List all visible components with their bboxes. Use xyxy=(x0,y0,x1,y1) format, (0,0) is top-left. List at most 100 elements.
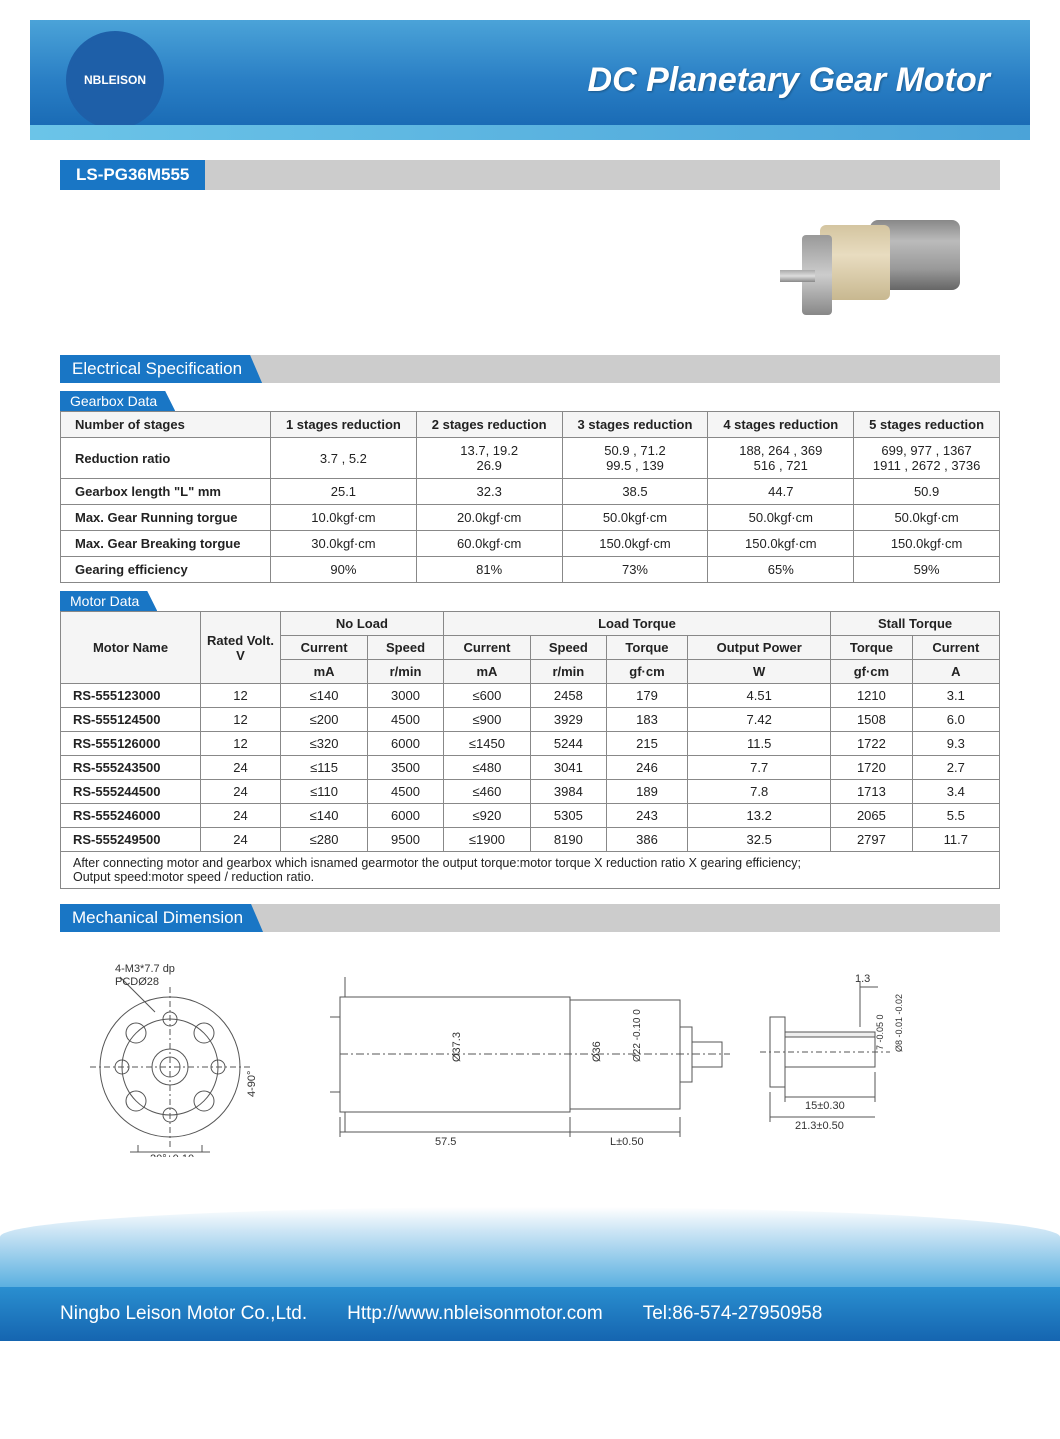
table-header: Current xyxy=(443,636,530,660)
table-row: RS-55512600012≤3206000≤1450524421511.517… xyxy=(61,732,1000,756)
table-cell: 4.51 xyxy=(688,684,831,708)
table-cell: 12 xyxy=(201,684,281,708)
table-header: No Load xyxy=(281,612,444,636)
table-header: Output Power xyxy=(688,636,831,660)
table-cell: 7.7 xyxy=(688,756,831,780)
table-cell: 246 xyxy=(606,756,688,780)
motor-render-icon xyxy=(780,210,960,330)
table-cell: 1713 xyxy=(831,780,913,804)
product-code: LS-PG36M555 xyxy=(60,160,205,190)
table-cell: RS-555126000 xyxy=(61,732,201,756)
table-cell: 9500 xyxy=(368,828,444,852)
front-view-diagram: 4-M3*7.7 dp PCDØ28 20°±0.10 4-90° xyxy=(60,957,280,1157)
table-cell: 13.7, 19.226.9 xyxy=(416,438,562,479)
table-cell: 3.1 xyxy=(912,684,999,708)
dim-label: 20°±0.10 xyxy=(150,1153,194,1157)
table-header: Load Torque xyxy=(443,612,830,636)
table-row: Max. Gear Breaking torgue30.0kgf·cm60.0k… xyxy=(61,531,1000,557)
table-cell: 1210 xyxy=(831,684,913,708)
table-cell: 13.2 xyxy=(688,804,831,828)
table-cell: 10.0kgf·cm xyxy=(271,505,417,531)
motor-data-label: Motor Data xyxy=(60,591,157,611)
table-cell: Gearbox length "L" mm xyxy=(61,479,271,505)
footer-url: Http://www.nbleisonmotor.com xyxy=(347,1303,603,1325)
table-cell: 20.0kgf·cm xyxy=(416,505,562,531)
table-header: 5 stages reduction xyxy=(854,412,1000,438)
table-header: r/min xyxy=(531,660,607,684)
table-cell: 24 xyxy=(201,780,281,804)
table-cell: 3.4 xyxy=(912,780,999,804)
table-cell: ≤1450 xyxy=(443,732,530,756)
table-header: 3 stages reduction xyxy=(562,412,708,438)
section-mechanical-label: Mechanical Dimension xyxy=(60,904,263,932)
side-view-diagram: Ø37.3 57.5 Ø36 Ø22 -0.10 0 L±0.50 xyxy=(310,957,730,1157)
table-cell: 3.7 , 5.2 xyxy=(271,438,417,479)
dim-label: 7 -0.05 0 xyxy=(875,1014,885,1050)
table-cell: 3984 xyxy=(531,780,607,804)
table-cell: 2458 xyxy=(531,684,607,708)
table-header: Torque xyxy=(831,636,913,660)
table-cell: 243 xyxy=(606,804,688,828)
table-cell: Reduction ratio xyxy=(61,438,271,479)
table-cell: ≤480 xyxy=(443,756,530,780)
table-cell: 81% xyxy=(416,557,562,583)
table-row: RS-55524950024≤2809500≤1900819038632.527… xyxy=(61,828,1000,852)
table-cell: 1722 xyxy=(831,732,913,756)
table-cell: 7.42 xyxy=(688,708,831,732)
table-cell: 59% xyxy=(854,557,1000,583)
table-cell: 7.8 xyxy=(688,780,831,804)
table-cell: 11.5 xyxy=(688,732,831,756)
section-electrical: Electrical Specification xyxy=(60,355,1000,383)
table-cell: 1508 xyxy=(831,708,913,732)
table-cell: 50.0kgf·cm xyxy=(854,505,1000,531)
footer-company: Ningbo Leison Motor Co.,Ltd. xyxy=(60,1303,307,1325)
table-cell: Max. Gear Running torgue xyxy=(61,505,271,531)
table-header: 2 stages reduction xyxy=(416,412,562,438)
table-cell: 4500 xyxy=(368,708,444,732)
gearbox-data-label: Gearbox Data xyxy=(60,391,175,411)
table-cell: 32.3 xyxy=(416,479,562,505)
dim-label: 1.3 xyxy=(855,973,870,985)
table-cell: 2797 xyxy=(831,828,913,852)
company-logo: NBLEISON xyxy=(70,35,160,125)
dim-label: 4-M3*7.7 dp xyxy=(115,963,175,975)
table-cell: 30.0kgf·cm xyxy=(271,531,417,557)
table-cell: 50.9 , 71.299.5 , 139 xyxy=(562,438,708,479)
dim-label: Ø8 -0.01 -0.02 xyxy=(894,994,904,1052)
table-cell: 189 xyxy=(606,780,688,804)
table-cell: 24 xyxy=(201,828,281,852)
table-header: Torque xyxy=(606,636,688,660)
table-cell: ≤200 xyxy=(281,708,368,732)
product-code-bar: LS-PG36M555 xyxy=(60,160,1000,190)
table-cell: ≤600 xyxy=(443,684,530,708)
table-cell: 9.3 xyxy=(912,732,999,756)
table-cell: 5.5 xyxy=(912,804,999,828)
table-cell: RS-555244500 xyxy=(61,780,201,804)
table-header: Stall Torque xyxy=(831,612,1000,636)
table-row: RS-55512300012≤1403000≤60024581794.51121… xyxy=(61,684,1000,708)
table-cell: 65% xyxy=(708,557,854,583)
table-cell: 699, 977 , 13671911 , 2672 , 3736 xyxy=(854,438,1000,479)
table-cell: 1720 xyxy=(831,756,913,780)
table-cell: 6000 xyxy=(368,804,444,828)
table-cell: 73% xyxy=(562,557,708,583)
table-cell: 5244 xyxy=(531,732,607,756)
table-cell: Max. Gear Breaking torgue xyxy=(61,531,271,557)
table-cell: 25.1 xyxy=(271,479,417,505)
table-header: mA xyxy=(443,660,530,684)
motor-table: Motor NameRated Volt.VNo LoadLoad Torque… xyxy=(60,611,1000,889)
table-cell: 6.0 xyxy=(912,708,999,732)
gearbox-table: Number of stages1 stages reduction2 stag… xyxy=(60,411,1000,583)
page-title: DC Planetary Gear Motor xyxy=(588,61,990,100)
table-header: Motor Name xyxy=(61,612,201,684)
footer-curve xyxy=(0,1207,1060,1287)
table-cell: 12 xyxy=(201,708,281,732)
table-header: Speed xyxy=(368,636,444,660)
table-header: mA xyxy=(281,660,368,684)
footer-bar: Ningbo Leison Motor Co.,Ltd. Http://www.… xyxy=(0,1287,1060,1341)
table-header: W xyxy=(688,660,831,684)
section-mechanical: Mechanical Dimension xyxy=(60,904,1000,932)
table-cell: ≤280 xyxy=(281,828,368,852)
table-row: RS-55524450024≤1104500≤46039841897.81713… xyxy=(61,780,1000,804)
table-cell: 50.0kgf·cm xyxy=(562,505,708,531)
